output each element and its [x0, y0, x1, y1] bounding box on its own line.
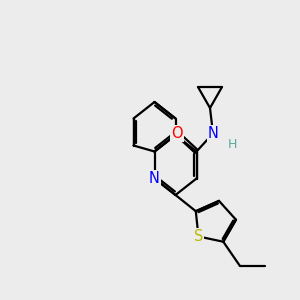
Text: N: N: [149, 171, 160, 186]
Text: S: S: [194, 229, 203, 244]
Text: O: O: [171, 126, 183, 141]
Text: N: N: [208, 126, 218, 141]
Text: H: H: [228, 137, 237, 151]
